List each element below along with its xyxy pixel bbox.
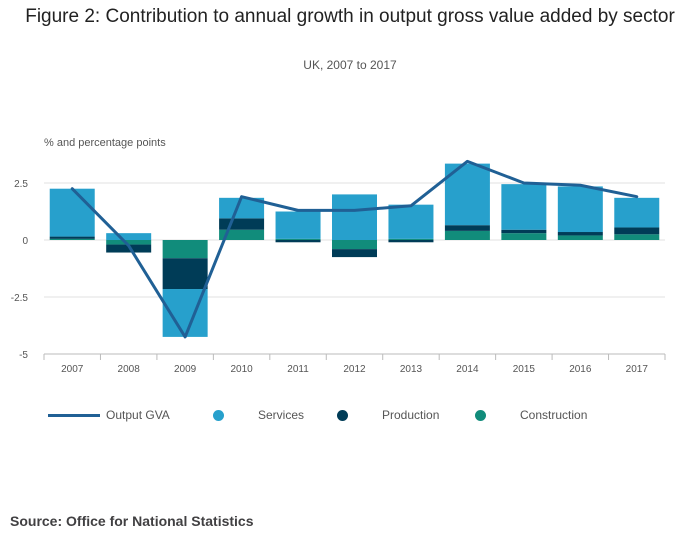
chart-title: Figure 2: Contribution to annual growth … xyxy=(25,6,675,27)
x-tick-label: 2013 xyxy=(400,364,423,375)
bar-services-2015 xyxy=(501,184,547,230)
y-tick-label: 2.5 xyxy=(14,179,28,190)
x-tick-label: 2010 xyxy=(230,364,253,375)
legend-item-construction: Construction xyxy=(475,408,587,422)
bar-production-2016 xyxy=(557,232,603,236)
legend-item-production: Production xyxy=(337,408,439,422)
bar-construction-2007 xyxy=(49,238,95,240)
x-tick-label: 2008 xyxy=(118,364,141,375)
bar-construction-2016 xyxy=(557,235,603,240)
bar-production-2012 xyxy=(332,249,377,258)
bar-construction-2011 xyxy=(275,238,321,240)
legend-dot-construction xyxy=(475,409,486,421)
output-gva-line xyxy=(70,159,639,339)
y-tick-label: -5 xyxy=(19,350,28,361)
bar-services-2012 xyxy=(332,194,377,240)
y-unit-label: % and percentage points xyxy=(44,137,166,149)
x-tick-label: 2009 xyxy=(174,364,197,375)
bar-services-2016 xyxy=(557,186,603,233)
bar-construction-2010 xyxy=(219,229,265,240)
bar-production-2015 xyxy=(501,229,547,234)
bar-construction-2014 xyxy=(444,230,490,240)
x-tick-label: 2011 xyxy=(287,364,309,375)
legend-line-swatch xyxy=(48,413,100,417)
bar-production-2008 xyxy=(106,244,152,253)
x-tick-label: 2014 xyxy=(456,364,479,375)
bar-services-2010 xyxy=(219,197,265,219)
x-tick-label: 2016 xyxy=(569,364,592,375)
bar-services-2007 xyxy=(49,188,95,237)
legend-dot-production xyxy=(337,409,348,421)
x-tick-label: 2015 xyxy=(513,364,536,375)
legend-label-construction: Construction xyxy=(520,408,588,422)
source-note: Source: Office for National Statistics xyxy=(10,513,254,529)
bar-production-2013 xyxy=(388,240,434,243)
x-tick-label: 2012 xyxy=(343,364,366,375)
x-tick-label: 2017 xyxy=(626,364,649,375)
bar-production-2009 xyxy=(162,258,208,290)
bar-production-2010 xyxy=(219,218,265,230)
bar-construction-2012 xyxy=(332,240,377,250)
y-tick-label: 0 xyxy=(22,236,28,247)
bar-production-2017 xyxy=(614,227,660,235)
x-tick-label: 2007 xyxy=(61,364,84,375)
bar-production-2014 xyxy=(444,225,490,231)
legend-label-output-gva: Output GVA xyxy=(106,408,170,422)
legend-label-services: Services xyxy=(258,408,305,422)
chart-subtitle: UK, 2007 to 2017 xyxy=(303,58,397,72)
bar-construction-2009 xyxy=(162,240,208,259)
legend: Output GVA Services Production Construct… xyxy=(0,408,700,428)
legend-label-production: Production xyxy=(382,408,440,422)
legend-item-services: Services xyxy=(213,408,304,422)
bar-services-2017 xyxy=(614,197,660,228)
stacked-bar-line-chart: 2.5 0 -2.5 -5 2007 2008 2009 2010 2011 2012 2013 20… xyxy=(11,159,666,375)
legend-item-output-gva: Output GVA xyxy=(48,408,170,422)
bar-services-2011 xyxy=(275,211,321,239)
bar-construction-2013 xyxy=(388,238,434,240)
bar-production-2011 xyxy=(275,240,321,243)
bar-construction-2015 xyxy=(501,233,547,240)
bar-services-2008 xyxy=(106,233,152,240)
bar-services-2013 xyxy=(388,204,434,239)
bar-production-2007 xyxy=(49,236,95,239)
bar-construction-2017 xyxy=(614,234,660,240)
legend-dot-services xyxy=(213,409,224,421)
bar-construction-2008 xyxy=(106,240,152,245)
y-tick-label: -2.5 xyxy=(11,293,29,304)
